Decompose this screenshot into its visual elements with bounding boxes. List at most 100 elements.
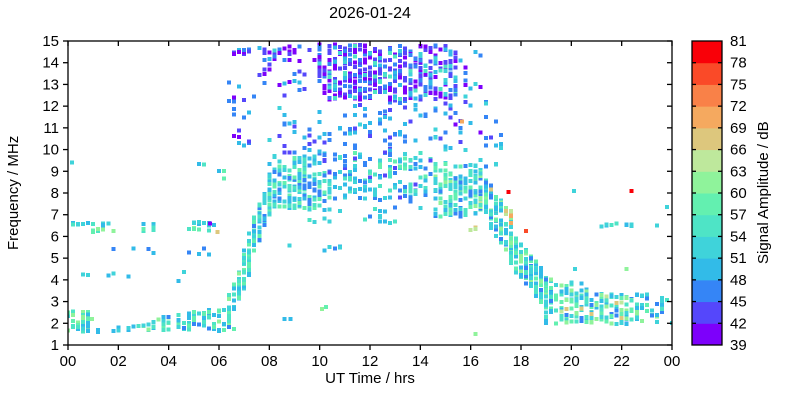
data-point bbox=[317, 135, 322, 140]
data-point bbox=[186, 313, 191, 318]
data-point bbox=[448, 211, 453, 216]
data-point bbox=[453, 208, 458, 213]
data-point bbox=[498, 222, 503, 227]
data-point bbox=[272, 56, 277, 61]
data-point bbox=[368, 51, 372, 56]
data-point bbox=[453, 196, 458, 201]
colorbar-tick-label: 42 bbox=[730, 315, 747, 332]
data-point bbox=[418, 158, 423, 163]
data-point bbox=[604, 298, 609, 303]
data-point bbox=[378, 53, 383, 58]
data-point bbox=[342, 165, 347, 170]
data-point bbox=[363, 217, 367, 222]
data-point bbox=[201, 323, 206, 328]
data-point bbox=[287, 79, 292, 84]
data-point bbox=[448, 74, 453, 79]
data-point bbox=[347, 176, 352, 181]
data-point bbox=[493, 207, 498, 212]
data-point bbox=[478, 130, 483, 135]
data-point bbox=[408, 199, 413, 204]
data-point bbox=[488, 222, 493, 227]
data-point bbox=[579, 281, 584, 286]
data-point bbox=[76, 325, 81, 330]
data-point bbox=[347, 170, 352, 174]
data-point bbox=[398, 132, 403, 137]
data-point bbox=[292, 160, 297, 165]
data-point bbox=[508, 234, 513, 239]
data-point bbox=[539, 295, 544, 300]
data-point bbox=[571, 188, 576, 193]
data-point bbox=[332, 66, 337, 71]
x-axis-ticks bbox=[67, 41, 673, 350]
data-point bbox=[388, 148, 393, 153]
data-point bbox=[393, 70, 398, 75]
data-point bbox=[126, 326, 131, 331]
data-point bbox=[433, 106, 438, 111]
data-point bbox=[383, 89, 388, 94]
data-point bbox=[242, 253, 247, 258]
data-point bbox=[614, 322, 619, 327]
y-tick-label: 13 bbox=[42, 76, 59, 93]
data-point bbox=[458, 174, 463, 179]
data-point bbox=[126, 274, 131, 279]
data-point bbox=[573, 267, 578, 271]
data-point bbox=[448, 95, 453, 100]
data-point bbox=[151, 228, 156, 233]
data-point bbox=[443, 147, 448, 152]
data-point bbox=[176, 322, 181, 327]
data-point bbox=[347, 52, 352, 57]
data-point bbox=[478, 85, 483, 90]
data-point bbox=[619, 296, 624, 300]
data-point bbox=[181, 270, 186, 275]
data-point bbox=[524, 256, 528, 261]
data-point bbox=[524, 229, 528, 233]
data-point bbox=[508, 214, 513, 219]
data-point bbox=[433, 43, 438, 48]
data-point bbox=[317, 171, 322, 176]
data-point bbox=[237, 276, 242, 281]
data-point bbox=[352, 164, 357, 168]
data-point bbox=[186, 311, 191, 316]
data-point bbox=[352, 64, 357, 69]
data-point bbox=[352, 146, 357, 151]
data-point bbox=[297, 69, 302, 74]
data-point bbox=[483, 180, 488, 185]
data-point bbox=[373, 46, 377, 51]
data-point bbox=[322, 91, 327, 96]
data-point bbox=[166, 320, 171, 325]
data-point bbox=[659, 309, 664, 314]
data-point bbox=[443, 130, 448, 135]
data-point bbox=[307, 201, 312, 206]
data-point bbox=[463, 180, 468, 185]
data-point bbox=[222, 328, 226, 332]
data-point bbox=[196, 227, 201, 232]
data-point bbox=[292, 48, 297, 52]
data-point bbox=[483, 196, 488, 201]
data-point bbox=[378, 85, 383, 90]
y-tick-label: 2 bbox=[51, 315, 59, 332]
data-point bbox=[267, 202, 272, 207]
data-point bbox=[317, 197, 322, 202]
data-point bbox=[413, 84, 418, 89]
colorbar-band bbox=[692, 106, 722, 129]
data-point bbox=[569, 299, 574, 304]
colorbar-band bbox=[692, 323, 722, 346]
data-point bbox=[342, 176, 347, 181]
data-point bbox=[227, 325, 232, 329]
data-point bbox=[529, 278, 534, 283]
data-point bbox=[368, 214, 372, 219]
data-point bbox=[428, 65, 433, 70]
data-point bbox=[403, 194, 408, 199]
data-point bbox=[297, 180, 302, 185]
data-point bbox=[332, 185, 337, 190]
colorbar-tick-label: 48 bbox=[730, 272, 747, 289]
data-point bbox=[448, 66, 453, 71]
data-point bbox=[584, 287, 589, 292]
data-point bbox=[292, 175, 297, 180]
data-point bbox=[388, 116, 393, 121]
data-point bbox=[312, 158, 317, 163]
data-point bbox=[519, 243, 523, 248]
data-point bbox=[564, 320, 569, 325]
data-point bbox=[267, 204, 272, 209]
